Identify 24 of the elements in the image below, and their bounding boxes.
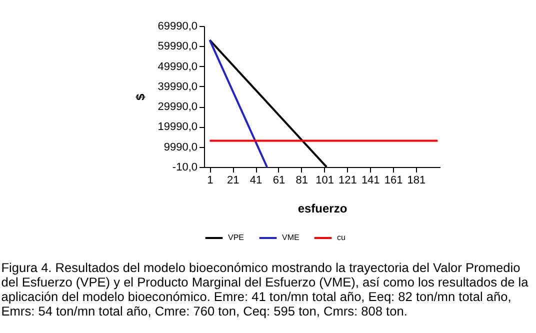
y-tick-label: 59990,0 (158, 40, 198, 53)
x-tick-label: 81 (296, 174, 308, 186)
x-tick-label: 181 (407, 174, 426, 186)
y-tick-label: 39990,0 (158, 80, 198, 93)
x-tick-label: 21 (227, 174, 240, 186)
x-axis-title: esfuerzo (298, 202, 348, 216)
y-tick-label: -10,0 (172, 162, 198, 174)
legend-label: cu (337, 233, 346, 242)
y-tick-label: 19990,0 (158, 121, 198, 134)
x-tick-label: 1 (207, 174, 214, 186)
y-tick-label: 69990,0 (158, 20, 198, 32)
legend-label: VPE (228, 233, 244, 242)
x-tick-label: 121 (338, 174, 357, 186)
x-tick-label: 101 (316, 174, 334, 186)
y-tick-label: 49990,0 (158, 60, 198, 73)
text: Figura 4. Resultados del modelo bioeconómico mostrando la trayectoria del Valor Promedio del Esfuerzo (VPE) y el Producto Marginal del Esfuerzo (VME), así como los resultados de la aplicación del modelo bioeconómico. Emre: 41 ton/mn total año, Eeq: 82 ton/mn total año, Emrs: 54 ton/mn total año, Cmre: 760 ton, Ceq: 595 ton, Cmrs: 808 ton. (1, 260, 530, 318)
y-axis-title: $ (134, 93, 148, 100)
x-tick-label: 61 (272, 174, 286, 186)
x-tick-label: 41 (250, 174, 262, 186)
x-tick-label: 141 (361, 174, 380, 186)
legend-label: VME (282, 233, 300, 242)
y-tick-label: 9990,0 (164, 141, 198, 154)
y-tick-label: 29990,0 (158, 101, 198, 114)
x-tick-label: 161 (384, 174, 403, 186)
